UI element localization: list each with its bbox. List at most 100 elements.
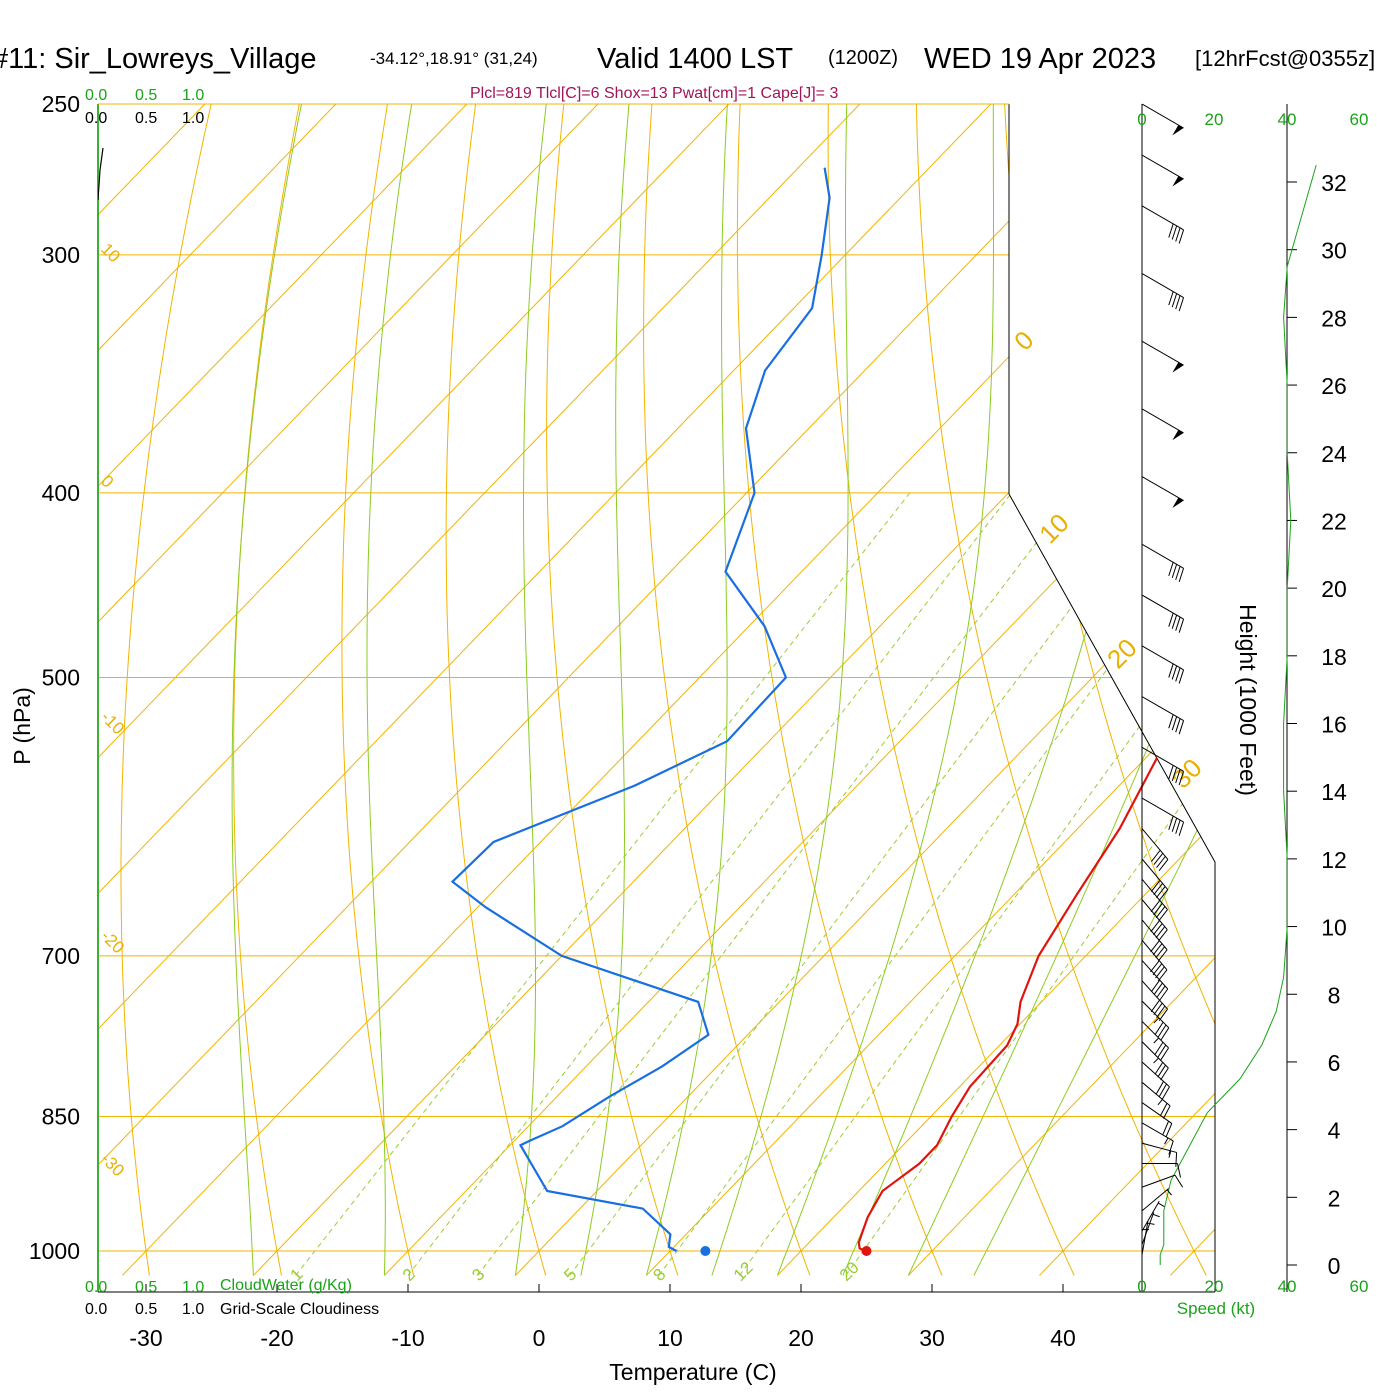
- wind-barb-flag: [1151, 849, 1161, 862]
- wind-barb-pennant: [1172, 362, 1184, 373]
- wind-barb-flag: [1175, 227, 1181, 242]
- wind-barb-flag: [1171, 614, 1178, 629]
- wind-barb: [1141, 1102, 1173, 1137]
- speed-tick-label-bottom: 0: [1137, 1277, 1146, 1296]
- wind-barb: [1141, 154, 1184, 187]
- x-tick-label: -20: [260, 1325, 293, 1351]
- moist-adiabat-line: [366, 104, 413, 1276]
- speed-axis-label: Speed (kt): [1177, 1299, 1255, 1318]
- wind-barb-flag: [1162, 1105, 1171, 1119]
- wind-barb: [1141, 273, 1185, 312]
- wind-barb: [1141, 960, 1169, 1001]
- wind-barb-flag: [1168, 765, 1174, 780]
- isotherm-line: [98, 104, 1123, 1276]
- wind-barb-flag: [1171, 225, 1178, 240]
- wind-barb-pennant: [1172, 125, 1184, 136]
- wind-barb-pennant: [1172, 497, 1184, 508]
- mixing-ratio-line: [658, 492, 1215, 1276]
- wind-barb-staff: [1141, 103, 1184, 129]
- wind-barb: [1141, 696, 1185, 735]
- height-tick-label: 10: [1321, 915, 1347, 941]
- isotherm-line: [98, 104, 861, 1276]
- moist-adiabat-line: [231, 104, 302, 1276]
- wind-barb-flag: [1158, 929, 1168, 942]
- wind-barb-half-flag: [1166, 1189, 1173, 1196]
- wind-barb-flag: [1150, 979, 1161, 992]
- wind-barb: [1141, 1081, 1171, 1119]
- wind-barb-staff: [1141, 154, 1184, 180]
- wind-barb-flag: [1152, 943, 1163, 956]
- wind-barb-flag: [1157, 949, 1168, 962]
- wind-barb-flag: [1153, 1002, 1163, 1016]
- wind-barb-flag: [1152, 963, 1163, 976]
- pressure-tick-label: 850: [42, 1104, 80, 1130]
- cloudiness-scale-bottom: 1.0: [182, 1301, 204, 1318]
- wind-barb-flag: [1175, 667, 1181, 682]
- wind-barb-staff: [1141, 919, 1168, 951]
- wind-barb-flag: [1159, 1103, 1168, 1117]
- height-tick-label: 26: [1321, 373, 1347, 399]
- wind-barb: [1141, 939, 1168, 982]
- x-tick-label: 20: [788, 1325, 814, 1351]
- mixing-ratio-line: [407, 492, 1012, 1276]
- wind-barb-flag: [1157, 1064, 1166, 1078]
- wind-barb-flag: [1155, 906, 1166, 919]
- wind-barb-flag: [1158, 909, 1168, 922]
- wind-barb-staff: [1141, 1020, 1169, 1049]
- x-tick-label: -10: [391, 1325, 424, 1351]
- cloudiness-scale-top: 0.0: [85, 110, 107, 127]
- moist-adiabat-line: [776, 104, 994, 1276]
- height-tick-label: 16: [1321, 712, 1347, 738]
- wind-barb-flag: [1171, 564, 1178, 579]
- mixing-ratio-label: 20: [836, 1258, 863, 1285]
- wind-barb-staff: [1141, 1212, 1155, 1245]
- wind-barb: [1141, 1142, 1178, 1167]
- wind-barb-flag: [1168, 714, 1174, 729]
- wind-barb-flag: [1175, 566, 1181, 581]
- wind-barb-flag: [1156, 1005, 1166, 1019]
- wind-barb-staff: [1141, 594, 1184, 620]
- wind-barb-flag: [1178, 618, 1185, 633]
- wind-barb-staff: [1141, 1188, 1169, 1212]
- speed-tick-label-top: 0: [1137, 110, 1146, 129]
- height-tick-label: 6: [1328, 1050, 1341, 1076]
- cloudiness-label: Grid-Scale Cloudiness: [220, 1301, 379, 1318]
- wind-barb-staff: [1141, 340, 1184, 366]
- wind-barb-half-flag: [1147, 1222, 1155, 1225]
- wind-barb-flag: [1152, 923, 1163, 936]
- wind-barb-flag: [1156, 985, 1166, 998]
- wind-barb-staff: [1141, 899, 1168, 930]
- wind-barb-flag: [1162, 1120, 1170, 1135]
- wind-barb-flag: [1171, 293, 1178, 308]
- wind-barb-flag: [1178, 771, 1185, 786]
- wind-barb: [1141, 797, 1185, 836]
- wind-barb-flag: [1178, 568, 1185, 583]
- pressure-tick-label: 1000: [29, 1238, 80, 1264]
- wind-barb-staff: [1141, 797, 1184, 823]
- wind-barb-staff: [1141, 1142, 1177, 1153]
- height-tick-label: 0: [1328, 1253, 1341, 1279]
- cloudwater-scale-top: 0.5: [135, 87, 157, 104]
- wind-barb-flag: [1175, 295, 1181, 310]
- wind-barb-staff: [1141, 980, 1168, 1010]
- wind-barb: [1141, 205, 1185, 244]
- wind-barb-staff: [1141, 1000, 1170, 1029]
- wind-barb-flag: [1168, 562, 1174, 577]
- wind-barb-staff: [1141, 205, 1184, 231]
- temperature-profile: [857, 167, 1215, 1253]
- cloudwater-scale-top: 1.0: [182, 87, 204, 104]
- wind-barb-flag: [1150, 880, 1161, 892]
- cloudwater-label: CloudWater (g/Kg): [220, 1277, 352, 1294]
- wind-barb: [1141, 1221, 1155, 1255]
- moist-adiabat-line: [580, 104, 630, 1276]
- wind-barb-pennant: [1172, 429, 1184, 441]
- valid-time: Valid 1400 LST: [597, 43, 793, 75]
- mixing-ratio-line: [295, 492, 911, 1276]
- wind-barb-flag: [1150, 999, 1160, 1013]
- cloudiness-scale-top: 0.5: [135, 110, 157, 127]
- cloudwater-scale-bottom: 0.0: [85, 1279, 107, 1296]
- dry-adiabat-line: [1357, 104, 1400, 1276]
- isotherm-line: [98, 104, 337, 1276]
- wind-barb: [1141, 1041, 1169, 1081]
